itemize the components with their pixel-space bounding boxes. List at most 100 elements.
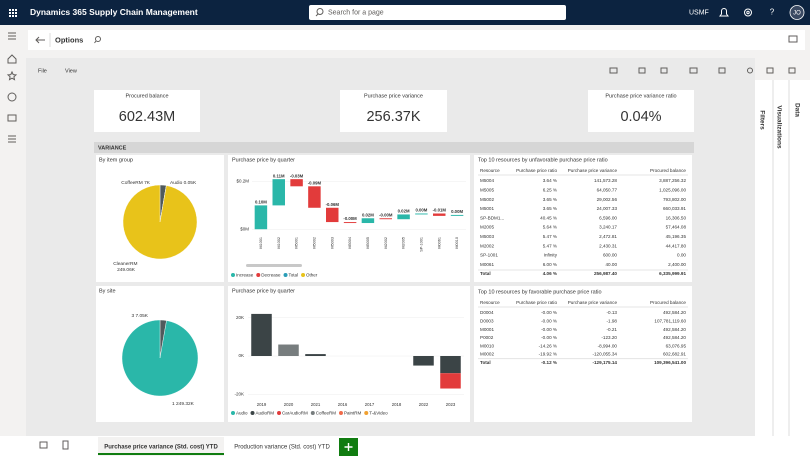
tab-label[interactable]: Purchase price variance (Std. cost) YTD bbox=[104, 445, 218, 451]
pane-data[interactable]: Data bbox=[793, 103, 800, 117]
section-header bbox=[94, 142, 694, 153]
settings[interactable] bbox=[744, 8, 752, 17]
table-cell: 492,584.20 bbox=[663, 327, 686, 332]
column-header: Purchase price ratio bbox=[516, 168, 557, 173]
data-label: 0.10M bbox=[255, 200, 267, 205]
category-label: Audio bbox=[170, 180, 183, 186]
data-label: -0.09M bbox=[308, 180, 322, 185]
menu-view[interactable]: View bbox=[65, 68, 77, 74]
legend-label: Total bbox=[289, 272, 299, 277]
app-launcher[interactable] bbox=[9, 9, 17, 17]
nav-favorites[interactable] bbox=[6, 70, 18, 81]
data-label: 0.00M bbox=[415, 208, 427, 213]
back-button[interactable] bbox=[35, 36, 45, 44]
table-cell: -8,994.00 bbox=[598, 343, 618, 348]
table-cell: 29,002.56 bbox=[597, 197, 618, 202]
x-tick-label: M5001 bbox=[295, 237, 299, 249]
mobile-view[interactable] bbox=[62, 440, 69, 450]
scrollbar bbox=[246, 264, 302, 267]
total-cell: Total bbox=[480, 360, 491, 365]
bar-segment bbox=[440, 356, 461, 374]
table-cell: 3,240.17 bbox=[599, 225, 617, 230]
menu-file[interactable]: File bbox=[38, 68, 47, 74]
notifications[interactable] bbox=[719, 8, 729, 17]
avatar-initials: JO bbox=[793, 10, 801, 16]
table-cell: D0003 bbox=[480, 319, 494, 324]
table-cell: M0002 bbox=[480, 352, 494, 357]
visual-title: Top 10 resources by unfavorable purchase… bbox=[478, 157, 608, 163]
x-tick-label: SP-1001 bbox=[419, 237, 423, 252]
desktop-view[interactable] bbox=[39, 441, 48, 449]
x-tick-label: 2019 bbox=[257, 402, 267, 407]
data-label: 0.11M bbox=[273, 173, 285, 178]
tab-label[interactable]: Production variance (Std. cost) YTD bbox=[234, 445, 330, 451]
help[interactable]: ? bbox=[770, 8, 775, 17]
table-cell: -1.98 bbox=[607, 319, 618, 324]
pie-slice bbox=[121, 319, 199, 397]
avatar[interactable] bbox=[789, 5, 805, 20]
table-cell: SP-BDM1... bbox=[480, 215, 504, 220]
pane-filters[interactable]: Filters bbox=[758, 110, 765, 130]
table-cell: M0061 bbox=[480, 262, 494, 267]
table-cell: -0.00 % bbox=[541, 335, 557, 340]
report-toolbar-icons[interactable] bbox=[609, 67, 796, 74]
table-cell: SP-1001 bbox=[480, 253, 498, 258]
waterfall-bar bbox=[415, 213, 428, 215]
action-bar bbox=[28, 30, 805, 50]
waterfall-bar bbox=[450, 214, 464, 216]
left-nav bbox=[6, 32, 18, 143]
legend-label: AudioRM bbox=[256, 410, 275, 415]
search-box[interactable] bbox=[309, 5, 566, 20]
kpi-card bbox=[340, 90, 447, 132]
nav-home[interactable] bbox=[7, 54, 17, 64]
x-tick-label: 2020 bbox=[284, 402, 294, 407]
kpi-card bbox=[588, 90, 694, 132]
total-cell: 6,335,999.91 bbox=[659, 271, 686, 276]
waterfall-bar bbox=[343, 222, 357, 224]
y-tick-label: $0M bbox=[240, 226, 249, 231]
column-header: Procured balance bbox=[650, 300, 686, 305]
nav-workspaces[interactable] bbox=[7, 114, 17, 122]
legend-dot bbox=[231, 273, 235, 277]
table-cell: M5001 bbox=[480, 206, 494, 211]
data-label: 0.02M bbox=[362, 212, 374, 217]
open-new-window[interactable] bbox=[788, 35, 798, 43]
table-cell: 1,025,096.00 bbox=[659, 188, 686, 193]
page-title: Options bbox=[55, 35, 83, 44]
category-label: CleanerRM bbox=[113, 261, 137, 267]
table-cell: M5005 bbox=[480, 188, 494, 193]
y-tick-label: 20K bbox=[236, 315, 244, 320]
table-cell: M0010 bbox=[480, 343, 494, 348]
nav-recent[interactable] bbox=[7, 92, 17, 102]
table-cell: 2,400.00 bbox=[668, 262, 686, 267]
kpi-value: 256.37K bbox=[366, 109, 420, 125]
table-cell: 3,887,256.32 bbox=[659, 178, 686, 183]
tab-active[interactable] bbox=[98, 437, 224, 456]
legend-dot bbox=[277, 411, 282, 415]
company[interactable]: USMF bbox=[689, 9, 709, 16]
data-label: -0.00M bbox=[379, 212, 393, 217]
table-cell: -0.00 % bbox=[541, 327, 557, 332]
column-header: Purchase price variance bbox=[568, 300, 618, 305]
column-header: Procured balance bbox=[650, 168, 686, 173]
waterfall-bar bbox=[326, 207, 339, 223]
table-cell: 3.65 % bbox=[543, 206, 557, 211]
data-label: -0.06M bbox=[326, 202, 340, 207]
nav-modules[interactable] bbox=[8, 135, 16, 143]
find-icon[interactable] bbox=[95, 36, 101, 42]
waterfall-bar bbox=[254, 205, 268, 230]
x-tick-label: 2018 bbox=[392, 402, 402, 407]
pane-visualizations[interactable]: Visualizations bbox=[775, 105, 782, 149]
value-label: 249.06K bbox=[117, 267, 136, 273]
legend-dot bbox=[250, 411, 255, 415]
legend-label: Other bbox=[306, 272, 318, 277]
section-title: VARIANCE bbox=[98, 145, 127, 151]
kpi-value: 0.04% bbox=[620, 109, 661, 125]
table-cell: 57,464.08 bbox=[666, 225, 687, 230]
total-cell: -129,175.14 bbox=[592, 360, 617, 365]
x-tick-label: M0061 bbox=[437, 237, 441, 249]
data-label: -0.01M bbox=[433, 208, 447, 213]
column-header: Resource bbox=[480, 300, 500, 305]
bar-segment bbox=[413, 356, 434, 366]
